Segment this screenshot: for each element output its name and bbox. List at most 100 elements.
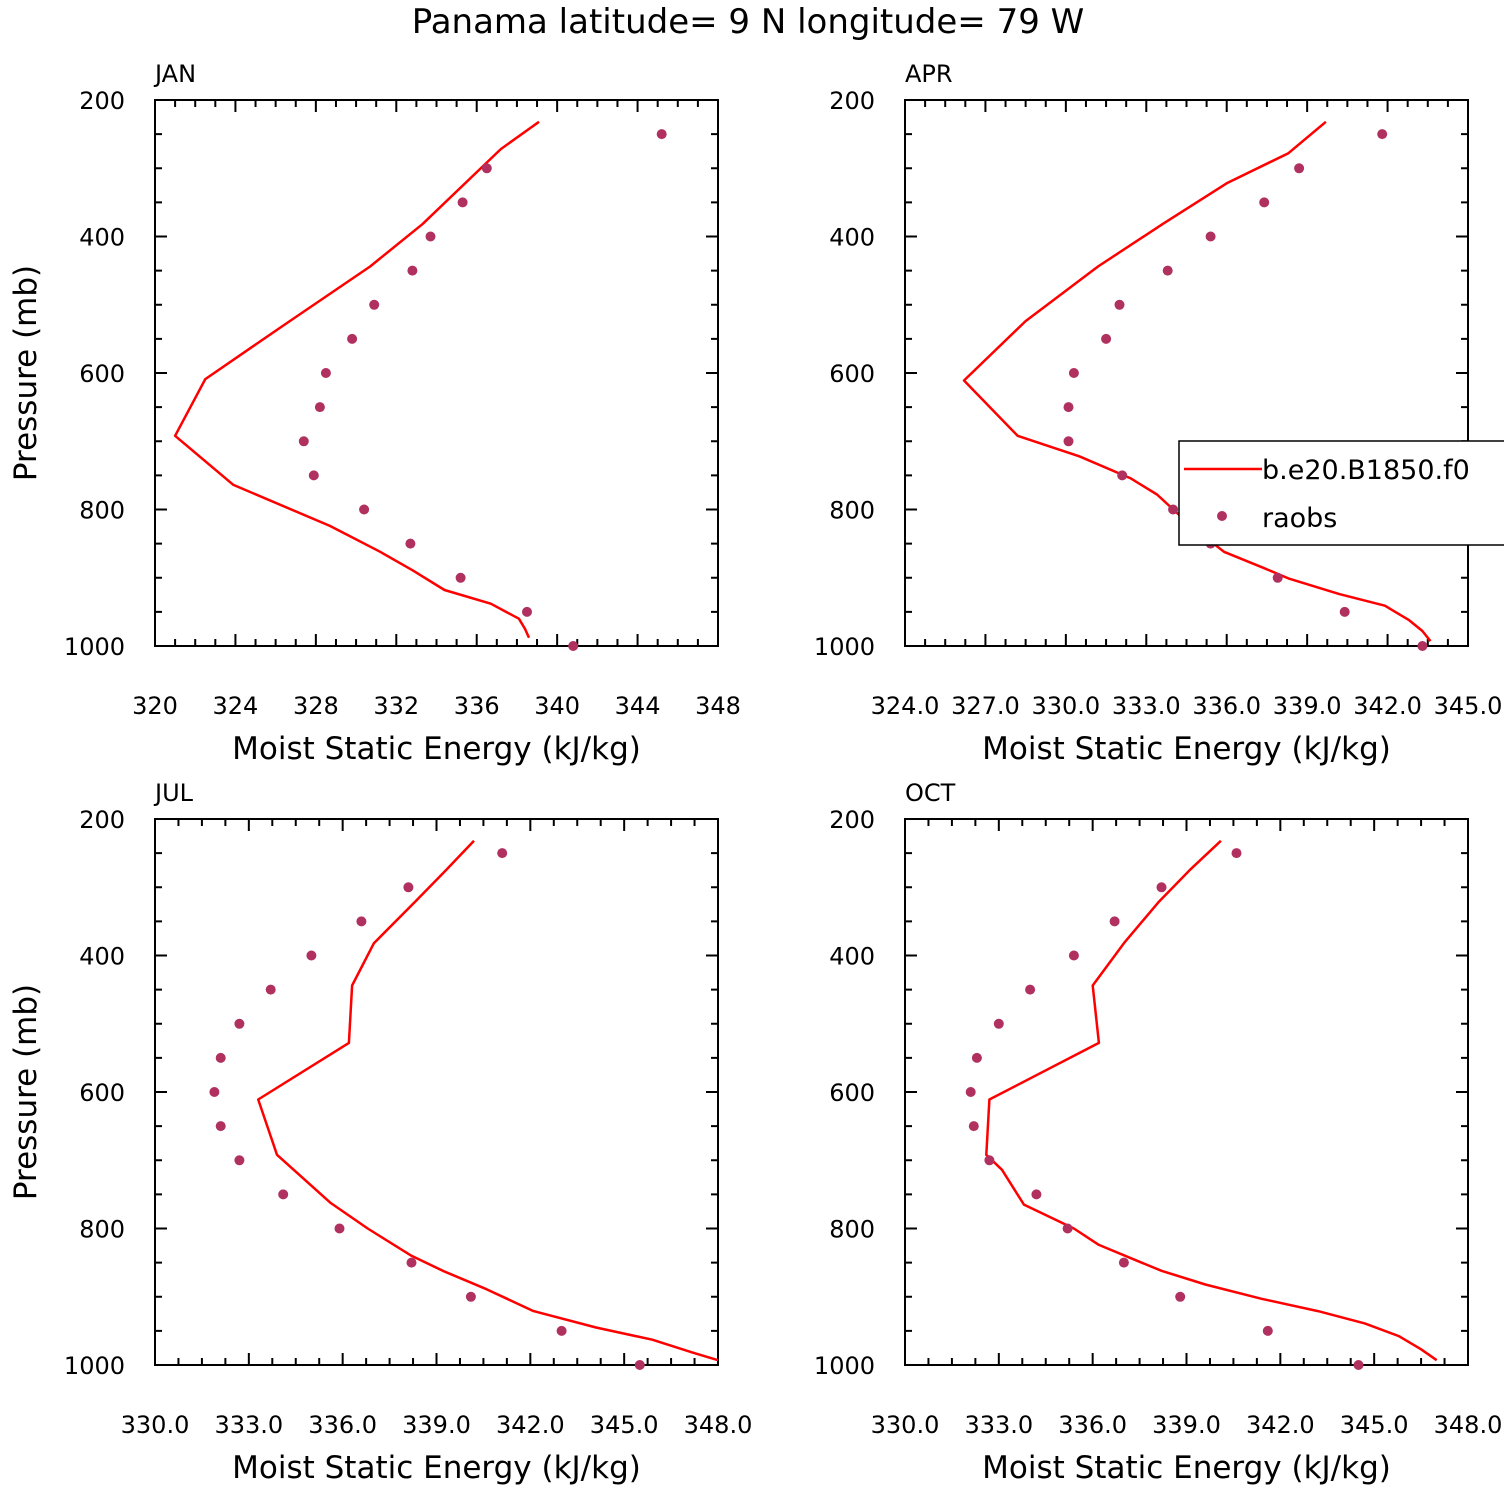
oct-raobs-point (993, 1018, 1004, 1029)
apr-x-tick-label: 339.0 (1273, 692, 1342, 720)
jul-x-tick-label: 348.0 (684, 1411, 753, 1439)
apr-y-tick-label: 200 (829, 87, 875, 115)
jan-raobs-point (314, 402, 325, 413)
oct-raobs-point (1109, 916, 1120, 927)
apr-plot-frame (904, 99, 1469, 647)
apr-y-tick-label: 400 (829, 224, 875, 252)
oct-x-tick-label: 339.0 (1152, 1411, 1221, 1439)
jan-raobs-point (455, 572, 466, 583)
jul-panel-label: JUL (153, 779, 194, 807)
jan-x-tick-label: 328 (293, 692, 339, 720)
apr-raobs-point (1417, 641, 1428, 651)
jul-y-axis-title: Pressure (mb) (8, 984, 44, 1200)
jul-raobs-point (497, 848, 508, 859)
oct-x-tick-label: 330.0 (871, 1411, 940, 1439)
jan-raobs-point (481, 163, 492, 174)
apr-raobs-point (1339, 606, 1350, 617)
oct-model-line (985, 839, 1438, 1362)
jan-y-tick-label: 400 (79, 224, 125, 252)
jul-raobs-point (209, 1087, 220, 1097)
oct-raobs-point (965, 1087, 976, 1097)
jul-y-tick-label: 800 (79, 1216, 125, 1244)
panels: 320 324 328 332 336 340 344 348 200 400 600 800 1000… (8, 60, 1502, 1486)
jul-x-tick-label: 345.0 (590, 1411, 659, 1439)
apr-x-tick-label: 336.0 (1192, 692, 1261, 720)
jan-y-tick-label: 1000 (64, 633, 125, 661)
jan-raobs-point (522, 606, 532, 617)
oct-x-tick-label: 333.0 (964, 1411, 1033, 1439)
oct-raobs-point (1031, 1189, 1042, 1200)
jul-raobs-point (234, 1155, 245, 1166)
jan-x-tick-label: 324 (213, 692, 259, 720)
jul-raobs-point (265, 984, 276, 995)
jan-raobs-point (405, 538, 416, 549)
panel-jan: 320 324 328 332 336 340 344 348 200 400 600 800 1000… (8, 60, 741, 767)
jul-x-tick-label: 342.0 (496, 1411, 565, 1439)
jan-raobs-point (656, 129, 667, 140)
jul-raobs-point (465, 1291, 476, 1302)
oct-y-tick-label: 1000 (814, 1352, 875, 1380)
jul-raobs-point (278, 1189, 289, 1200)
jan-plot-frame (154, 99, 719, 647)
oct-panel-label: OCT (905, 779, 956, 807)
jul-y-tick-label: 200 (79, 806, 125, 834)
oct-raobs-point (1156, 882, 1167, 893)
jan-x-tick-label: 348 (695, 692, 741, 720)
apr-raobs-point (1162, 265, 1173, 276)
legend-obs-marker (1217, 511, 1227, 521)
jul-raobs-point (403, 882, 414, 893)
jul-raobs-point (634, 1360, 645, 1370)
apr-raobs-point (1205, 231, 1216, 242)
jan-raobs-point (320, 368, 331, 378)
oct-y-tick-label: 200 (829, 806, 875, 834)
jan-raobs-point (457, 197, 468, 208)
apr-x-tick-label: 324.0 (871, 692, 940, 720)
jan-raobs-point (568, 641, 579, 651)
jul-plot-frame (154, 818, 719, 1366)
jan-y-tick-label: 600 (79, 360, 125, 388)
jan-x-tick-label: 336 (454, 692, 500, 720)
apr-x-axis-title: Moist Static Energy (kJ/kg) (982, 731, 1391, 767)
jul-raobs-point (406, 1257, 417, 1268)
jul-y-tick-label: 400 (79, 943, 125, 971)
jan-raobs-point (359, 504, 370, 515)
legend: b.e20.B1850.f0 raobs (1178, 440, 1504, 546)
jul-x-tick-label: 336.0 (308, 1411, 377, 1439)
jan-raobs-point (369, 299, 380, 310)
jul-x-axis-title: Moist Static Energy (kJ/kg) (232, 1450, 641, 1486)
jan-x-tick-label: 332 (373, 692, 419, 720)
oct-x-tick-label: 342.0 (1246, 1411, 1315, 1439)
oct-x-tick-label: 336.0 (1058, 1411, 1127, 1439)
figure-title: Panama latitude= 9 N longitude= 79 W (412, 2, 1085, 42)
oct-raobs-point (1118, 1257, 1129, 1268)
jan-panel-label: JAN (153, 60, 196, 88)
apr-y-tick-label: 800 (829, 497, 875, 525)
apr-raobs-point (1101, 333, 1112, 344)
oct-raobs-point (1231, 848, 1242, 859)
apr-x-tick-label: 342.0 (1353, 692, 1422, 720)
jul-y-tick-label: 600 (79, 1079, 125, 1107)
jul-raobs-point (356, 916, 367, 927)
apr-raobs-point (1294, 163, 1305, 174)
jan-model-line (173, 120, 540, 639)
jul-raobs-point (234, 1018, 245, 1029)
apr-raobs-point (1117, 470, 1128, 481)
legend-model-label: b.e20.B1850.f0 (1262, 455, 1470, 486)
jan-y-axis-title: Pressure (mb) (8, 265, 44, 481)
oct-x-axis-title: Moist Static Energy (kJ/kg) (982, 1450, 1391, 1486)
jan-raobs-point (425, 231, 436, 242)
oct-raobs-point (1025, 984, 1036, 995)
oct-raobs-point (971, 1052, 982, 1063)
jan-x-tick-label: 340 (534, 692, 580, 720)
jul-y-tick-label: 1000 (64, 1352, 125, 1380)
jul-raobs-point (334, 1223, 345, 1234)
jul-raobs-point (215, 1121, 226, 1132)
jan-x-tick-label: 320 (132, 692, 178, 720)
oct-y-tick-label: 800 (829, 1216, 875, 1244)
apr-x-tick-label: 330.0 (1031, 692, 1100, 720)
jan-y-tick-label: 800 (79, 497, 125, 525)
jul-x-tick-label: 330.0 (121, 1411, 190, 1439)
apr-raobs-point (1377, 129, 1388, 140)
panel-oct: 330.0 333.0 336.0 339.0 342.0 345.0 348.0 200 40… (814, 779, 1502, 1486)
